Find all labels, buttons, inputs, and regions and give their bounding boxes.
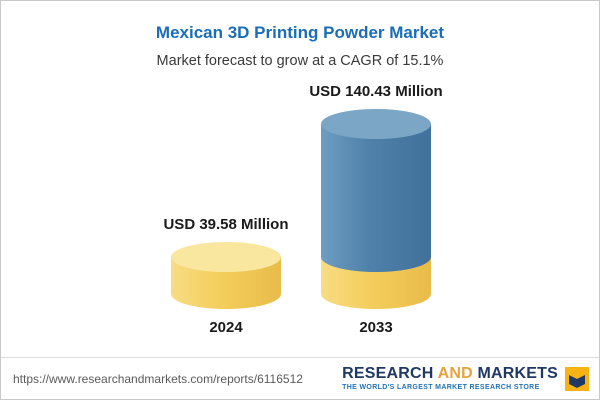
report-url-link[interactable]: https://www.researchandmarkets.com/repor… bbox=[13, 371, 303, 386]
cylinder-2033 bbox=[321, 109, 431, 309]
brand-name: RESEARCH AND MARKETS bbox=[342, 365, 558, 383]
brand-logo-text: RESEARCH AND MARKETS THE WORLD'S LARGEST… bbox=[342, 365, 558, 391]
value-label-2024: USD 39.58 Million bbox=[163, 215, 289, 233]
brand-tagline: THE WORLD'S LARGEST MARKET RESEARCH STOR… bbox=[342, 383, 540, 391]
year-label-2024: 2024 bbox=[209, 319, 243, 336]
brand-logo: RESEARCH AND MARKETS THE WORLD'S LARGEST… bbox=[342, 365, 589, 391]
cylinder-2024 bbox=[171, 241, 281, 309]
cylinder-top-2024 bbox=[171, 241, 281, 272]
cylinder-top-2033 bbox=[321, 109, 431, 139]
year-label-2033: 2033 bbox=[359, 319, 393, 336]
cylinder-blue-segment-2033 bbox=[321, 124, 431, 272]
page-title: Mexican 3D Printing Powder Market bbox=[155, 23, 445, 42]
page-subtitle: Market forecast to grow at a CAGR of 15.… bbox=[156, 53, 444, 69]
brand-icon bbox=[565, 366, 589, 391]
brand-word-markets: MARKETS bbox=[477, 365, 558, 383]
brand-word-and: AND bbox=[437, 365, 473, 383]
footer: https://www.researchandmarkets.com/repor… bbox=[1, 357, 599, 399]
value-label-2033: USD 140.43 Million bbox=[309, 83, 443, 100]
brand-word-research: RESEARCH bbox=[342, 365, 434, 383]
